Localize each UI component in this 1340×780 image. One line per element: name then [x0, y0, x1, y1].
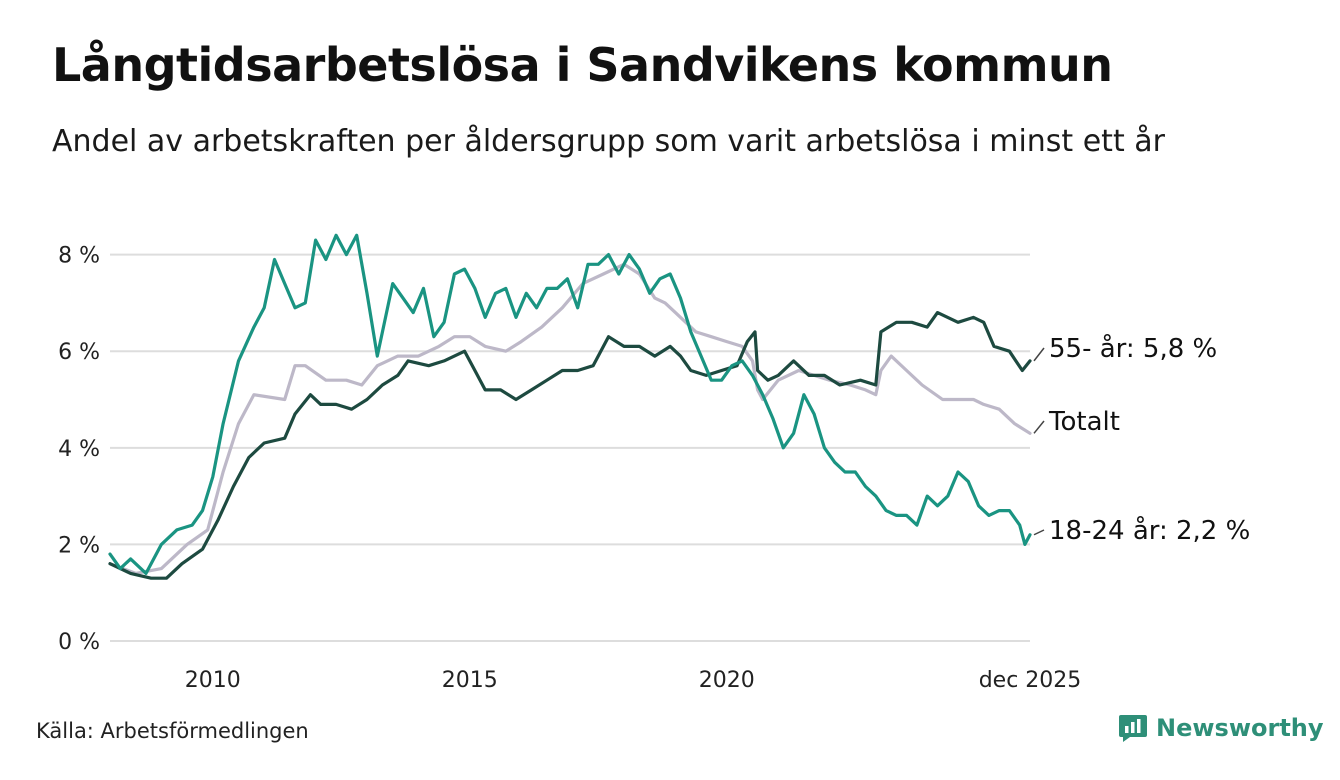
chart-title: Långtidsarbetslösa i Sandvikens kommun	[52, 38, 1113, 92]
y-tick-label: 6 %	[58, 340, 100, 365]
end-label-connector	[1033, 347, 1045, 362]
newsworthy-icon	[1119, 715, 1147, 742]
series-end-label: Totalt	[1048, 407, 1120, 437]
y-tick-label: 8 %	[58, 244, 100, 269]
end-label-connector	[1033, 420, 1045, 434]
y-tick-label: 2 %	[58, 533, 100, 558]
series-end-labels: Totalt 55- år: 5,8 % 18-24 år: 2,2 %	[1033, 333, 1250, 546]
series-end-label: 18-24 år: 2,2 %	[1049, 515, 1250, 546]
x-tick-label: dec 2025	[979, 668, 1082, 693]
end-label-connector	[1033, 529, 1045, 536]
y-tick-label: 0 %	[58, 630, 100, 655]
series-end-label: 55- år: 5,8 %	[1049, 333, 1217, 364]
x-tick-label: 2015	[442, 668, 498, 693]
y-tick-label: 4 %	[58, 437, 100, 462]
series-lines	[108, 233, 1032, 580]
series-line-18-24-r	[108, 233, 1032, 575]
brand-name: Newsworthy	[1156, 714, 1324, 742]
x-tick-label: 2010	[185, 668, 241, 693]
x-tick-label: 2020	[699, 668, 755, 693]
brand-logo[interactable]: Newsworthy	[1118, 713, 1324, 743]
grid-lines	[110, 253, 1030, 642]
axis-labels: 0 % 2 % 4 % 6 % 8 % 2010 2015 2020 dec 2025	[58, 244, 1081, 693]
chart-subtitle: Andel av arbetskraften per åldersgrupp s…	[52, 124, 1165, 159]
source-note: Källa: Arbetsförmedlingen	[36, 719, 309, 743]
series-line-55-r	[108, 311, 1032, 580]
series-line-totalt	[108, 262, 1032, 575]
